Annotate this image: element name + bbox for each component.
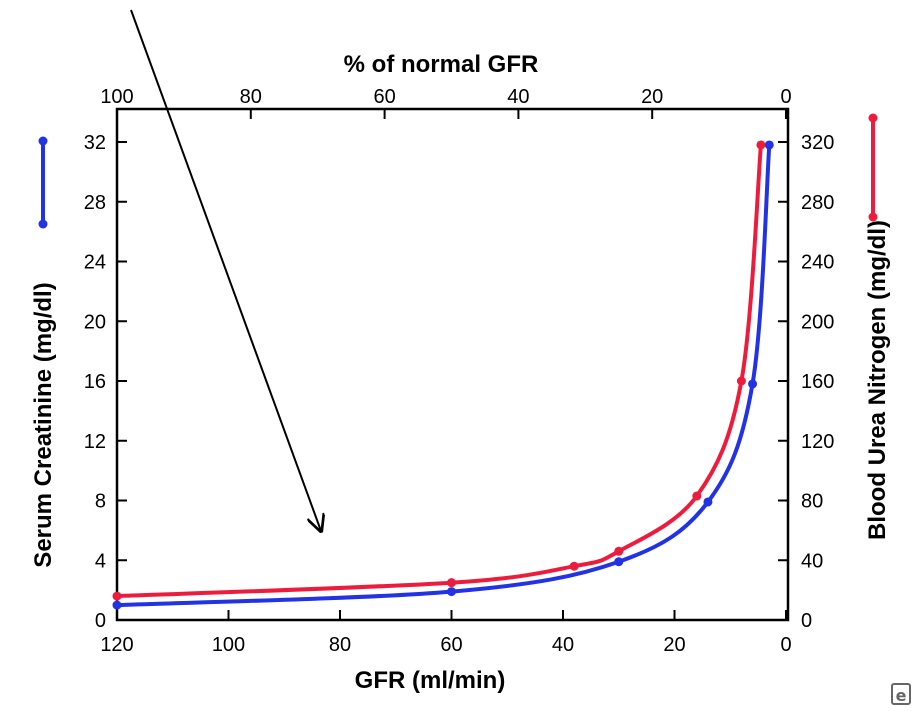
x-bottom-tick-label: 60 [440, 634, 462, 656]
x-top-title: % of normal GFR [344, 51, 539, 78]
plot-frame [115, 107, 790, 622]
x-bottom-tick-label: 40 [552, 634, 574, 656]
bun-legend-marker [868, 113, 878, 222]
legend-dot [868, 113, 878, 123]
bun-data-point [447, 578, 456, 588]
x-top-tick-label: 100 [100, 86, 133, 108]
x-bottom-tick-label: 0 [780, 634, 791, 656]
bun-data-point [692, 491, 702, 501]
y-right-tick-label: 200 [801, 311, 834, 333]
bun-data-point [756, 140, 766, 150]
bun-data-point [569, 561, 579, 571]
creatinine-series-line [115, 143, 772, 608]
y-right-tick-label: 320 [801, 132, 834, 154]
x-top-tick-label: 60 [373, 86, 395, 108]
creatinine-data-point [447, 587, 456, 597]
creatinine-legend-marker [38, 136, 48, 229]
y-left-tick-label: 0 [95, 610, 106, 632]
y-right-tick-label: 40 [801, 550, 823, 572]
y-right-tick-label: 160 [801, 371, 834, 393]
annotation-arrow [130, 9, 321, 531]
y-right-tick-label: 120 [801, 431, 834, 453]
y-left-tick-label: 8 [95, 491, 106, 513]
y-left-title: Serum Creatinine (mg/dl) [30, 282, 57, 567]
creatinine-data-point [748, 379, 758, 389]
creatinine-data-point [764, 140, 774, 150]
bun-data-point [614, 546, 624, 556]
y-right-tick-label: 280 [801, 192, 834, 214]
bun-series-line [115, 143, 763, 599]
x-bottom-tick-label: 120 [100, 634, 133, 656]
creatinine-data-point [614, 557, 624, 567]
x-top-tick-label: 80 [240, 86, 262, 108]
legend-dot [868, 212, 878, 222]
y-left-tick-label: 16 [84, 371, 106, 393]
legend-dot [38, 219, 48, 229]
y-left-tick-label: 28 [84, 192, 106, 214]
x-bottom-tick-label: 20 [663, 634, 685, 656]
bun-data-point [736, 376, 746, 386]
legend-dot [38, 136, 48, 146]
y-left-tick-label: 12 [84, 431, 106, 453]
y-left-tick-label: 24 [84, 252, 106, 274]
x-top-tick-label: 20 [641, 86, 663, 108]
x-top-tick-label: 0 [780, 86, 791, 108]
x-bottom-title: GFR (ml/min) [355, 667, 506, 694]
y-left-tick-label: 4 [95, 550, 106, 572]
y-right-tick-label: 0 [801, 610, 812, 632]
y-right-tick-label: 240 [801, 252, 834, 274]
x-bottom-tick-label: 80 [329, 634, 351, 656]
e-logo-icon: e [891, 683, 911, 705]
y-right-title: Blood Urea Nitrogen (mg/dl) [864, 220, 891, 540]
bun-data-point [112, 591, 122, 601]
creatinine-data-point [112, 600, 122, 610]
x-top-tick-label: 40 [507, 86, 529, 108]
creatinine-data-point [703, 497, 713, 507]
y-left-tick-label: 20 [84, 311, 106, 333]
y-left-tick-label: 32 [84, 132, 106, 154]
x-bottom-tick-label: 100 [212, 634, 245, 656]
y-right-tick-label: 80 [801, 491, 823, 513]
